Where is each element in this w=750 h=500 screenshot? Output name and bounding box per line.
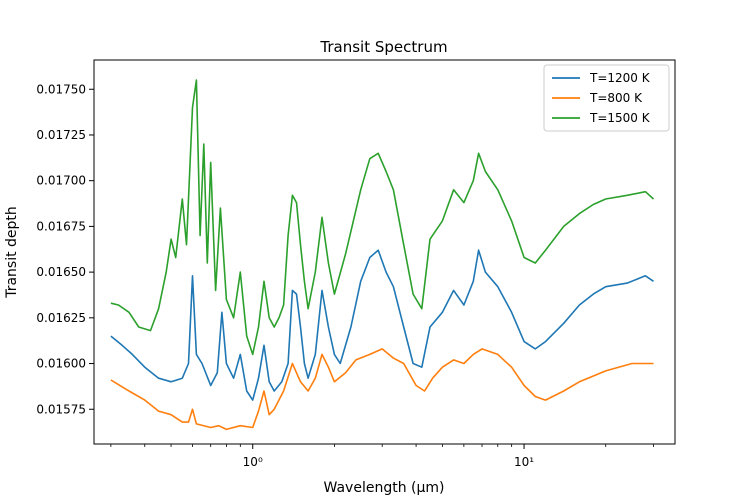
y-axis-ticks: 0.01575 0.01600 0.01625 0.01650 0.01675 0.017… <box>36 82 94 416</box>
y-tick-label-8: 0.01750 <box>36 82 86 96</box>
legend-label-2: T=800 K <box>589 91 643 105</box>
y-tick-label-3: 0.01625 <box>36 311 86 325</box>
legend: T=1200 K T=800 K T=1500 K <box>543 64 670 132</box>
y-axis-label: Transit depth <box>4 206 20 299</box>
y-tick-label-7: 0.01725 <box>36 128 86 142</box>
y-tick-label-1: 0.01575 <box>36 402 86 416</box>
x-axis-label: Wavelength (μm) <box>324 480 445 496</box>
y-tick-label-4: 0.01650 <box>36 265 86 279</box>
legend-box <box>543 64 670 132</box>
y-tick-label-5: 0.01675 <box>36 219 86 233</box>
series-line-1 <box>110 249 654 401</box>
y-tick-label-6: 0.01700 <box>36 174 86 188</box>
chart-title: Transit Spectrum <box>319 38 447 56</box>
x-axis-ticks: 10⁰ 10¹ <box>110 444 654 469</box>
y-tick-label-2: 0.01600 <box>36 357 86 371</box>
x-tick-label-2: 10¹ <box>514 455 534 469</box>
legend-label-1: T=1200 K <box>589 71 651 85</box>
series-line-2 <box>110 348 654 431</box>
plot-lines <box>110 79 655 431</box>
legend-label-3: T=1500 K <box>589 111 651 125</box>
x-tick-label-1: 10⁰ <box>243 455 263 469</box>
series-line-3 <box>110 79 655 356</box>
plot-frame <box>93 59 676 445</box>
